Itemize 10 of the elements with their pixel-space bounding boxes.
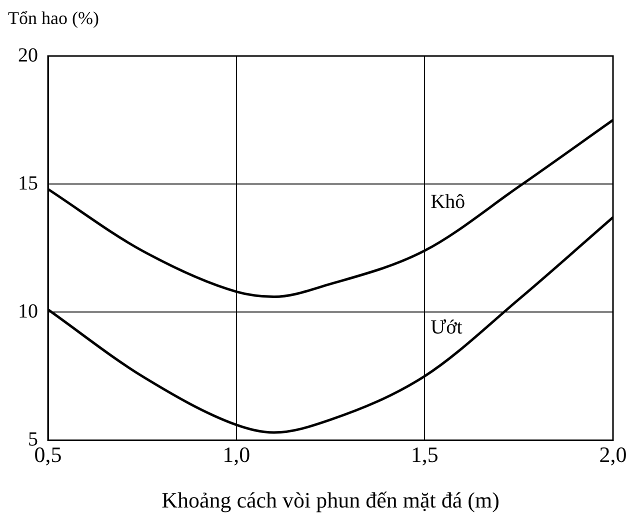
series-label: Ướt	[430, 316, 463, 338]
x-tick-label: 1,0	[222, 442, 250, 468]
y-tick-label: 15	[18, 172, 38, 194]
y-axis-title: Tổn hao (%)	[8, 8, 100, 30]
y-tick-label: 10	[18, 300, 38, 322]
y-tick-label: 20	[18, 44, 38, 66]
x-tick-label: 2,0	[599, 442, 627, 468]
x-axis-title: Khoảng cách vòi phun đến mặt đá (m)	[162, 488, 500, 513]
x-tick-label: 1,5	[410, 442, 438, 468]
series-label: Khô	[430, 190, 466, 213]
